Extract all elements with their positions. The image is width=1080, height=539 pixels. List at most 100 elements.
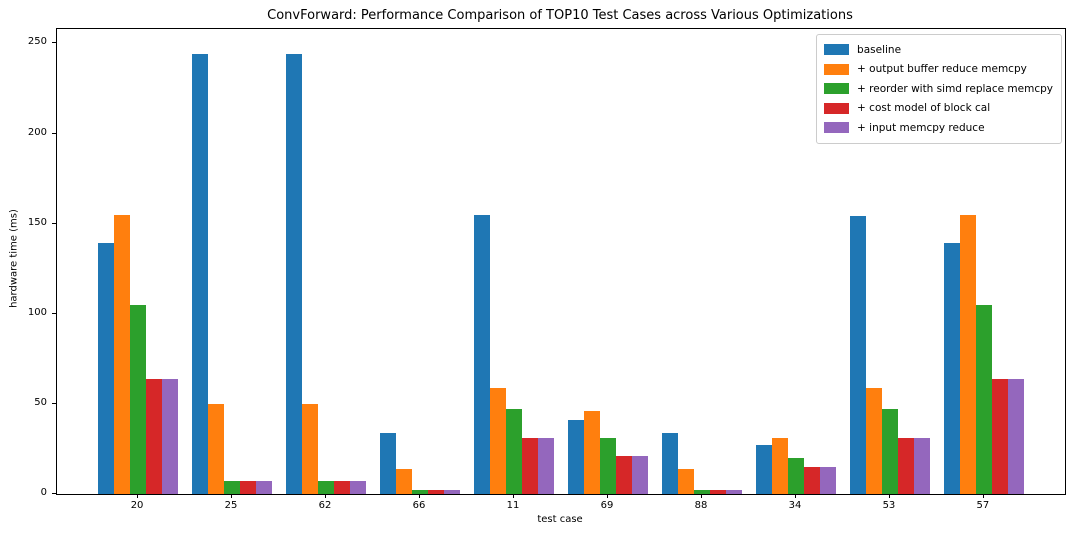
legend-label: + output buffer reduce memcpy — [857, 63, 1027, 76]
x-axis-label: test case — [537, 514, 583, 525]
plot-area: baseline + output buffer reduce memcpy + r… — [56, 28, 1066, 495]
bar-20-input-memcpy-reduce — [162, 378, 179, 494]
bar-57-baseline — [943, 243, 960, 494]
bar-88-reorder-with-simd-replace-memcpy — [693, 490, 710, 494]
bar-group-53 — [849, 29, 930, 494]
bar-group-69 — [567, 29, 648, 494]
bar-66-input-memcpy-reduce — [444, 490, 461, 494]
x-tick-label: 34 — [788, 500, 802, 511]
y-tick-mark — [52, 222, 56, 224]
y-tick-label: 200 — [27, 126, 47, 138]
bar-62-reorder-with-simd-replace-memcpy — [318, 481, 335, 494]
bar-57-input-memcpy-reduce — [1007, 378, 1024, 494]
x-tick-mark — [325, 494, 327, 498]
legend-swatch — [824, 122, 850, 134]
bar-62-baseline — [286, 54, 303, 494]
bar-20-baseline — [98, 243, 115, 494]
x-tick-label: 62 — [318, 500, 332, 511]
bar-25-baseline — [192, 54, 209, 494]
bar-57-cost-model-of-block-cal — [991, 378, 1008, 494]
bar-66-cost-model-of-block-cal — [428, 490, 445, 494]
bar-34-output-buffer-reduce-memcpy — [771, 438, 788, 494]
bar-group-66 — [380, 29, 461, 494]
x-tick-label: 53 — [882, 500, 896, 511]
bar-20-cost-model-of-block-cal — [146, 378, 163, 494]
bar-66-baseline — [380, 432, 397, 494]
bar-34-baseline — [755, 445, 772, 494]
bar-53-cost-model-of-block-cal — [897, 438, 914, 494]
bar-11-baseline — [474, 214, 490, 494]
x-tick-label: 25 — [224, 500, 238, 511]
bar-57-output-buffer-reduce-memcpy — [959, 214, 976, 494]
bar-group-62 — [286, 29, 367, 494]
bar-11-cost-model-of-block-cal — [522, 438, 538, 494]
chart-title: ConvForward: Performance Comparison of T… — [267, 8, 853, 23]
y-tick-label: 250 — [27, 36, 47, 48]
x-tick-mark — [982, 494, 984, 498]
bar-69-reorder-with-simd-replace-memcpy — [599, 438, 616, 494]
y-tick-mark — [52, 42, 56, 44]
bar-group-20 — [98, 29, 179, 494]
bar-25-input-memcpy-reduce — [256, 481, 273, 494]
y-tick-label: 50 — [34, 396, 47, 408]
x-tick-mark — [419, 494, 421, 498]
bar-34-cost-model-of-block-cal — [803, 466, 820, 494]
bars-layer — [57, 29, 1065, 494]
x-tick-label: 11 — [506, 500, 520, 511]
x-tick-label: 20 — [130, 500, 144, 511]
y-tick-mark — [52, 312, 56, 314]
legend-swatch — [824, 83, 850, 95]
y-tick-mark — [52, 132, 56, 134]
y-tick-label: 0 — [40, 487, 47, 498]
legend-swatch — [824, 44, 850, 56]
legend-label: + reorder with simd replace memcpy — [857, 82, 1053, 95]
bar-69-cost-model-of-block-cal — [615, 456, 632, 494]
x-tick-label: 66 — [412, 500, 426, 511]
y-tick-label: 150 — [27, 216, 47, 228]
bar-53-output-buffer-reduce-memcpy — [865, 387, 882, 494]
bar-group-57 — [943, 29, 1024, 494]
legend-item-0: baseline — [824, 40, 1053, 60]
x-tick-mark — [606, 494, 608, 498]
bar-62-cost-model-of-block-cal — [334, 481, 351, 494]
bar-25-output-buffer-reduce-memcpy — [208, 403, 225, 494]
bar-20-output-buffer-reduce-memcpy — [114, 214, 131, 494]
x-tick-mark — [137, 494, 139, 498]
bar-69-input-memcpy-reduce — [631, 456, 648, 494]
legend-swatch — [824, 102, 850, 114]
bar-69-baseline — [567, 420, 584, 494]
y-tick-mark — [52, 493, 56, 494]
bar-group-88 — [661, 29, 742, 494]
bar-53-reorder-with-simd-replace-memcpy — [881, 409, 898, 494]
x-tick-label: 88 — [694, 500, 708, 511]
bar-57-reorder-with-simd-replace-memcpy — [975, 304, 992, 494]
bar-group-25 — [192, 29, 273, 494]
x-tick-mark — [700, 494, 702, 498]
bar-34-reorder-with-simd-replace-memcpy — [787, 457, 804, 494]
x-tick-mark — [794, 494, 796, 498]
bar-53-input-memcpy-reduce — [913, 438, 930, 494]
legend-item-1: + output buffer reduce memcpy — [824, 60, 1053, 80]
legend-swatch — [824, 63, 850, 75]
bar-20-reorder-with-simd-replace-memcpy — [130, 304, 147, 494]
legend: baseline + output buffer reduce memcpy + r… — [816, 34, 1062, 144]
legend-label: + cost model of block cal — [857, 102, 991, 115]
x-tick-label: 69 — [600, 500, 614, 511]
bar-group-11 — [474, 29, 554, 494]
x-tick-mark — [888, 494, 890, 498]
legend-label: baseline — [857, 43, 902, 56]
bar-66-reorder-with-simd-replace-memcpy — [412, 490, 429, 494]
bar-53-baseline — [849, 216, 866, 494]
y-tick-label: 100 — [27, 306, 47, 318]
bar-34-input-memcpy-reduce — [819, 466, 836, 494]
bar-25-cost-model-of-block-cal — [240, 481, 257, 494]
legend-item-2: + reorder with simd replace memcpy — [824, 79, 1053, 99]
bar-69-output-buffer-reduce-memcpy — [583, 411, 600, 494]
x-tick-mark — [231, 494, 233, 498]
bar-88-baseline — [661, 432, 678, 494]
legend-label: + input memcpy reduce — [857, 121, 985, 134]
legend-item-3: + cost model of block cal — [824, 99, 1053, 119]
x-tick-mark — [513, 494, 514, 498]
bar-66-output-buffer-reduce-memcpy — [396, 468, 413, 494]
